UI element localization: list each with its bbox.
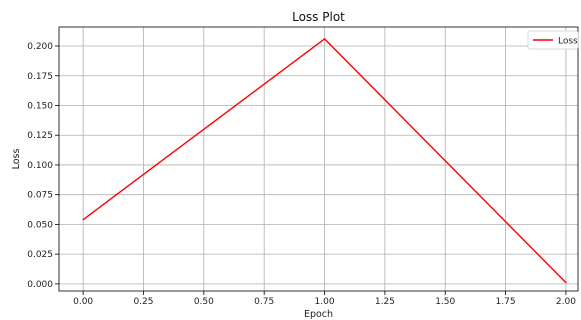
y-tick-label: 0.000 <box>27 280 53 290</box>
plot-frame <box>58 26 579 292</box>
y-tick-label: 0.200 <box>27 42 53 52</box>
x-tick-label: 0.50 <box>194 297 214 307</box>
data-point <box>82 219 84 221</box>
x-tick-label: 0.25 <box>133 297 153 307</box>
x-tick-label: 1.75 <box>496 297 516 307</box>
chart-title: Loss Plot <box>292 10 345 24</box>
data-point <box>565 282 567 284</box>
y-tick-label: 0.150 <box>27 101 53 111</box>
y-axis-label: Loss <box>11 149 22 170</box>
y-tick-label: 0.075 <box>27 191 53 201</box>
x-axis-label: Epoch <box>304 309 333 320</box>
y-tick-label: 0.175 <box>27 72 53 82</box>
legend: Loss <box>527 30 579 50</box>
y-tick-label: 0.050 <box>27 220 53 230</box>
x-tick-label: 1.00 <box>315 297 335 307</box>
y-tick-label: 0.025 <box>27 250 53 260</box>
x-tick-label: 0.00 <box>73 297 93 307</box>
y-tick-label: 0.100 <box>27 161 53 171</box>
legend-label-loss: Loss <box>558 37 578 47</box>
x-tick-label: 1.25 <box>375 297 395 307</box>
axis-ticks: 0.00 0.25 0.50 0.75 1.00 1.25 1.50 1.75 2.00 0.00… <box>27 42 576 307</box>
grid <box>59 27 578 291</box>
data-point <box>323 38 326 40</box>
x-tick-label: 1.50 <box>435 297 455 307</box>
y-tick-label: 0.125 <box>27 131 53 141</box>
x-tick-label: 0.75 <box>254 297 274 307</box>
x-tick-label: 2.00 <box>556 297 576 307</box>
series-layer <box>82 38 567 284</box>
